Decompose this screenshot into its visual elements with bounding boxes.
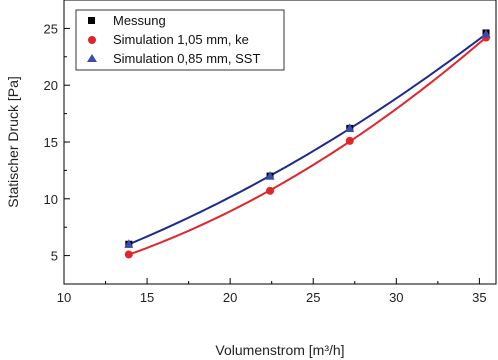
x-axis-title: Volumenstrom [m³/h]: [215, 342, 344, 358]
x-tick-label: 30: [389, 290, 403, 305]
legend-label-simulation-ke: Simulation 1,05 mm, ke: [113, 32, 249, 47]
point-simulation-ke: [345, 136, 354, 145]
y-tick-label: 20: [44, 78, 58, 93]
legend-label-messung: Messung: [113, 13, 166, 28]
fit-curves: [128, 33, 487, 256]
y-tick-label: 5: [51, 249, 58, 264]
x-tick-label: 35: [472, 290, 486, 305]
x-tick-label: 15: [140, 290, 154, 305]
x-tick-label: 20: [223, 290, 237, 305]
x-tick-label: 25: [306, 290, 320, 305]
point-simulation-sst: [481, 29, 491, 38]
y-tick-label: 15: [44, 135, 58, 150]
y-tick-label: 25: [44, 21, 58, 36]
y-tick-label: 10: [44, 192, 58, 207]
legend-box: [75, 9, 285, 71]
point-simulation-ke: [266, 186, 275, 195]
fit-curve-simulation-sst: [128, 33, 487, 246]
point-simulation-sst: [265, 171, 275, 180]
point-simulation-ke: [124, 250, 133, 259]
point-simulation-sst: [124, 239, 134, 248]
legend-label-simulation-sst: Simulation 0,85 mm, SST: [113, 51, 260, 66]
legend: Messung Simulation 1,05 mm, ke Simulatio…: [75, 9, 285, 71]
legend-marker-circle: [88, 36, 96, 44]
fit-curve-simulation-ke: [128, 36, 487, 256]
y-axis-title: Statischer Druck [Pa]: [5, 76, 21, 208]
point-simulation-sst: [345, 123, 355, 132]
x-tick-label: 10: [57, 290, 71, 305]
y-axis: 5 10 15 20 25: [44, 0, 70, 285]
legend-marker-triangle: [87, 54, 97, 62]
data-points: [124, 29, 491, 259]
x-axis: 10 15 20 25 30 35: [57, 278, 487, 305]
legend-marker-square: [88, 17, 95, 24]
